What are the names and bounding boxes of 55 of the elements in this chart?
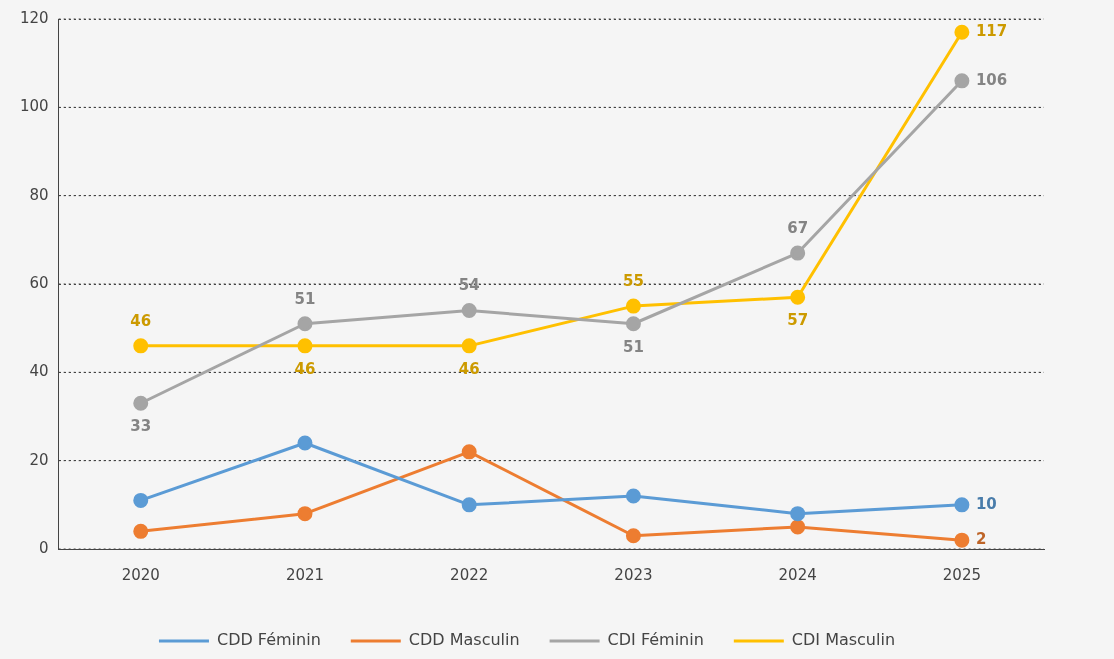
data-label: 10 <box>975 494 997 513</box>
data-label: 117 <box>975 22 1008 41</box>
point <box>625 488 641 504</box>
point <box>297 316 313 332</box>
data-label: 51 <box>294 289 316 308</box>
point <box>133 395 149 411</box>
y-tick-label: 80 <box>29 185 49 204</box>
point <box>790 519 806 535</box>
point <box>625 298 641 314</box>
point <box>954 24 970 40</box>
point <box>133 338 149 354</box>
x-tick-label: 2021 <box>285 565 325 584</box>
data-label: 46 <box>458 359 480 378</box>
y-tick-label: 100 <box>19 97 49 116</box>
point <box>461 338 477 354</box>
point <box>954 532 970 548</box>
point <box>297 338 313 354</box>
point <box>625 528 641 544</box>
point <box>790 506 806 522</box>
y-tick-label: 40 <box>29 362 49 381</box>
data-label: 55 <box>622 271 644 290</box>
legend-label: CDI Masculin <box>791 630 896 650</box>
point <box>461 497 477 513</box>
point <box>954 497 970 513</box>
y-tick-label: 120 <box>19 8 49 27</box>
x-tick-label: 2022 <box>450 565 489 584</box>
x-tick-label: 2023 <box>614 565 653 584</box>
point <box>461 303 477 318</box>
data-label: 57 <box>787 311 809 330</box>
x-tick-label: 2024 <box>778 565 817 584</box>
data-label: 51 <box>622 337 644 356</box>
y-tick-label: 20 <box>29 450 49 469</box>
data-label: 33 <box>130 417 152 436</box>
data-label: 2 <box>975 530 987 549</box>
legend-label: CDD Féminin <box>216 630 321 650</box>
data-label: 106 <box>975 70 1008 89</box>
data-label: 46 <box>294 359 316 378</box>
point <box>790 245 806 261</box>
data-label: 54 <box>458 276 480 295</box>
x-tick-label: 2020 <box>121 565 160 584</box>
point <box>461 444 477 460</box>
y-tick-label: 0 <box>39 538 49 557</box>
data-label: 46 <box>130 311 152 330</box>
legend-label: CDI Féminin <box>607 630 704 650</box>
x-tick-label: 2025 <box>942 565 981 584</box>
point <box>133 523 149 539</box>
y-tick-label: 60 <box>29 273 49 292</box>
data-label: 67 <box>787 218 809 237</box>
point <box>133 492 149 508</box>
legend-label: CDD Masculin <box>408 630 520 650</box>
point <box>297 435 313 451</box>
point <box>297 506 313 522</box>
point <box>954 73 970 89</box>
point <box>790 289 806 305</box>
point <box>625 316 641 332</box>
